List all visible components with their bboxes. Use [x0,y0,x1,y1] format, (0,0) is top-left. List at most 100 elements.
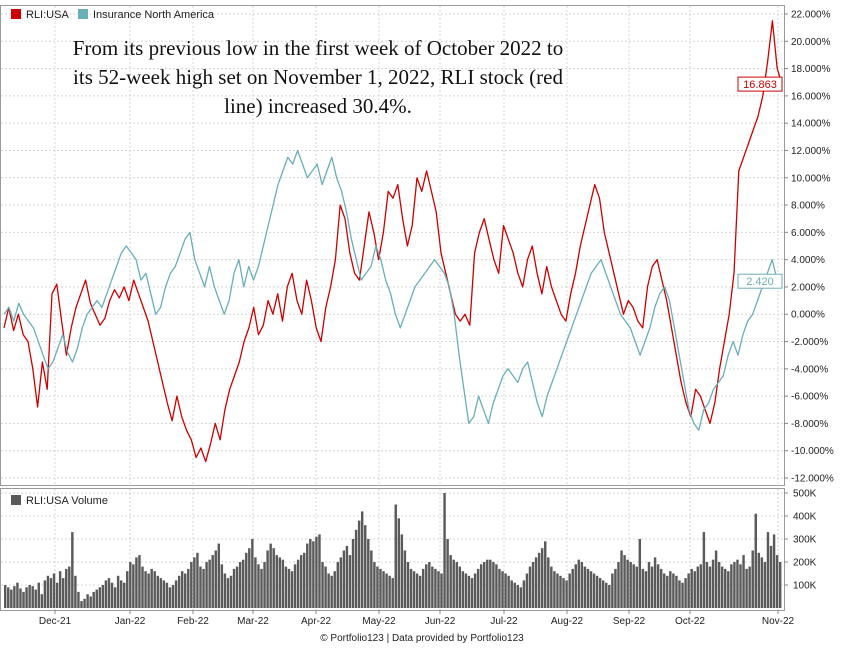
volume-panel-grid [1,489,784,610]
price-panel-grid [1,6,784,485]
volume-bar [540,548,544,608]
price-tick-label: 12.000% [791,146,831,157]
volume-bar [196,552,199,608]
volume-bar [498,568,501,608]
volume-bar [190,562,193,608]
volume-bar [595,575,599,608]
volume-bar [153,571,156,608]
volume-bar [452,559,455,608]
price-panel-y-axis: 22.000% 20.000% 18.000% 16.000% 14.000% 12.00… [784,10,834,485]
volume-bar [245,552,248,608]
volume-bar [257,564,260,608]
volume-bar [71,532,74,608]
volume-bar [501,571,504,608]
volume-bar [778,562,782,608]
x-tick-label: Jun-22 [425,616,456,627]
volume-bar [141,566,144,608]
volume-bar [672,573,675,608]
volume-bar [241,559,245,608]
annotation-line: line) increased 30.4%. [224,94,412,118]
volume-bar [763,562,767,608]
volume-bar [659,568,663,608]
volume-bar [360,511,364,608]
volume-bar [681,582,684,608]
volume-bar [620,550,623,608]
volume-bar [266,550,269,608]
volume-bar [608,585,611,608]
volume-bar [629,562,632,608]
volume-bar [562,578,565,608]
end-value-text: 16.863 [743,79,777,91]
volume-bar [296,559,300,608]
volume-bar [202,568,205,608]
volume-bar [52,573,56,608]
price-tick-label: 6.000% [791,228,825,239]
x-tick-label: Mar-22 [237,616,269,627]
x-tick-label: Oct-22 [675,616,705,627]
volume-bar [733,562,736,608]
legend-swatch [11,9,21,19]
volume-bar [757,552,761,608]
volume-bar [507,575,510,608]
x-tick-label: Aug-22 [551,616,584,627]
volume-bar [330,575,333,608]
price-panel [0,5,785,486]
volume-bar [531,562,535,608]
volume-bar [406,562,410,608]
price-tick-label: 18.000% [791,64,831,75]
end-value-label-insurance: 2.420 [737,273,783,289]
volume-bar [318,534,321,608]
volume-bar [739,564,742,608]
volume-bar [751,550,754,608]
price-tick-label: -4.000% [791,364,828,375]
volume-bar [556,573,559,608]
volume-bar [766,532,770,608]
price-panel-series: 16.863 2.420 [3,20,783,463]
volume-bar [748,566,751,608]
volume-bar [165,582,169,608]
volume-bar [443,493,446,608]
volume-bars [4,493,782,608]
volume-bar [284,566,288,608]
volume-bar [238,562,242,608]
volume-bar [324,566,327,608]
volume-bar [177,575,181,608]
volume-bar [473,573,477,608]
volume-bar [663,573,666,608]
volume-bar [705,562,709,608]
volume-bar [730,564,733,608]
volume-bar [184,573,187,608]
volume-bar [290,571,294,608]
series-line-insurance [3,149,783,431]
volume-bar [720,566,724,608]
volume-bar [211,555,214,608]
volume-bar [626,559,629,608]
volume-bar [254,557,257,608]
volume-bar [458,566,462,608]
footer-credit: © Portfolio123 | Data provided by Portfo… [320,633,524,644]
volume-bar [687,573,690,608]
price-tick-label: -10.000% [791,446,834,457]
volume-bar [635,566,638,608]
volume-bar [248,548,251,608]
legend-label: Insurance North America [93,9,215,21]
volume-bar [370,550,373,608]
volume-bar [418,575,422,608]
volume-bar [550,566,553,608]
volume-bar [519,587,523,608]
volume-bar [583,566,587,608]
price-tick-label: -6.000% [791,392,828,403]
volume-bar [126,571,129,608]
volume-bar [647,562,651,608]
volume-bar [321,562,324,608]
volume-bar [489,559,492,608]
volume-bar [25,587,28,608]
volume-bar [516,585,519,608]
volume-bar [638,539,642,608]
volume-bar [580,562,584,608]
volume-bar [544,541,547,608]
volume-bar [467,575,471,608]
volume-bar [601,580,605,608]
volume-bar [110,582,114,608]
volume-bar [403,550,407,608]
